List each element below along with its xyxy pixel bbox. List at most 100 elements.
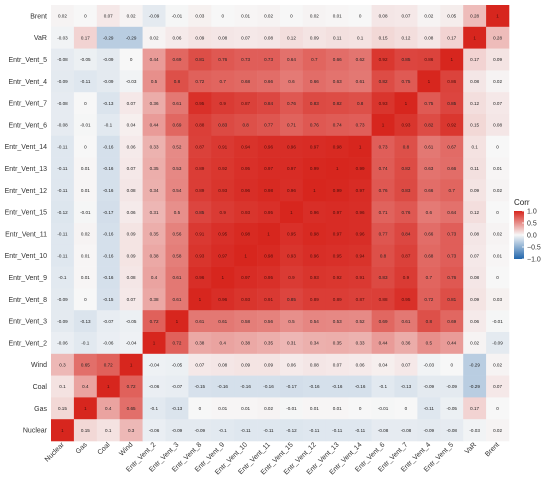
- cell-value-label: 0.01: [493, 166, 502, 171]
- heatmap-cell: [119, 48, 143, 71]
- cell-value-label: 0.01: [81, 275, 90, 280]
- cell-value-label: 0: [405, 406, 408, 411]
- heatmap-cell: [211, 5, 235, 28]
- cell-value-label: 0.34: [310, 341, 319, 346]
- heatmap-cell: [96, 135, 120, 158]
- legend-ticks: 1.0 0.5 0.0 −0.5 −1.0: [522, 208, 541, 263]
- cell-value-label: 0.09: [264, 362, 273, 367]
- heatmap-cell: [257, 157, 281, 180]
- heatmap-cell: [348, 375, 372, 398]
- cell-value-label: -0.12: [286, 428, 297, 433]
- heatmap-cell: [165, 353, 189, 376]
- heatmap-cell: [440, 5, 464, 28]
- cell-value-label: -0.09: [424, 428, 435, 433]
- heatmap-cell: [463, 310, 487, 333]
- heatmap-cell: [96, 419, 120, 442]
- heatmap-cell: [371, 375, 395, 398]
- cell-value-label: 1: [244, 253, 247, 258]
- heatmap-cell: [348, 201, 372, 224]
- heatmap-cell: [486, 70, 510, 93]
- cell-value-label: 0.93: [401, 123, 410, 128]
- heatmap-cell: [417, 5, 441, 28]
- heatmap-cell: [348, 92, 372, 115]
- cell-value-label: 0.08: [470, 79, 479, 84]
- heatmap-cell: [394, 114, 418, 137]
- legend-tick-label: 0.5: [527, 220, 537, 227]
- heatmap-cell: [211, 179, 235, 202]
- cell-value-label: 0.76: [379, 188, 388, 193]
- heatmap-cell: [257, 332, 281, 355]
- heatmap-cell: [165, 266, 189, 289]
- heatmap-cell: [119, 157, 143, 180]
- cell-value-label: 0.53: [333, 319, 342, 324]
- heatmap-cell: [348, 266, 372, 289]
- cell-value-label: 0.17: [447, 35, 456, 40]
- heatmap-cell: [188, 5, 212, 28]
- heatmap-cell: [325, 70, 349, 93]
- cell-value-label: 0.06: [127, 210, 136, 215]
- heatmap-cell: [257, 419, 281, 442]
- x-tick-label: Gas: [75, 441, 89, 455]
- heatmap-cell: [302, 223, 327, 246]
- cell-value-label: 0.89: [333, 297, 342, 302]
- cell-value-label: 0.15: [81, 428, 90, 433]
- cell-value-label: 0.99: [310, 166, 319, 171]
- heatmap-cell: [211, 266, 235, 289]
- cell-value-label: 0.6: [426, 210, 433, 215]
- heatmap-cell: [142, 157, 166, 180]
- cell-value-label: -0.11: [309, 428, 320, 433]
- cell-value-label: 0.66: [333, 57, 342, 62]
- heatmap-cell: [371, 179, 395, 202]
- heatmap-cell: [234, 266, 258, 289]
- cell-value-label: 1: [290, 210, 293, 215]
- cell-value-label: 0.93: [241, 210, 250, 215]
- heatmap-cell: [165, 179, 189, 202]
- cell-value-label: -0.03: [424, 362, 435, 367]
- heatmap-cell: [96, 353, 120, 376]
- heatmap-cell: [371, 157, 395, 180]
- cell-value-label: 0.11: [333, 35, 342, 40]
- heatmap-cell: [51, 310, 75, 333]
- cell-value-label: 0: [221, 14, 224, 19]
- cell-value-label: -0.01: [80, 210, 91, 215]
- cell-value-label: 1: [107, 384, 110, 389]
- heatmap-cell: [119, 92, 143, 115]
- heatmap-cell: [73, 244, 98, 267]
- heatmap-cell: [440, 419, 464, 442]
- heatmap-cell: [280, 135, 304, 158]
- heatmap-cell: [371, 26, 395, 49]
- heatmap-cell: [371, 5, 395, 28]
- heatmap-cell: [348, 397, 372, 420]
- heatmap-cell: [325, 353, 349, 376]
- y-tick-label: VaR: [34, 35, 47, 42]
- heatmap-cell: [348, 135, 372, 158]
- heatmap-cell: [73, 375, 98, 398]
- cell-value-label: 0.03: [195, 14, 204, 19]
- cell-value-label: 0.95: [241, 166, 250, 171]
- heatmap-cell: [486, 157, 510, 180]
- heatmap-cell: [325, 114, 349, 137]
- cell-value-label: -0.07: [103, 319, 114, 324]
- heatmap-cell: [257, 266, 281, 289]
- cell-value-label: 0.04: [127, 123, 136, 128]
- heatmap-cell: [463, 114, 487, 137]
- heatmap-cell: [417, 157, 441, 180]
- cell-value-label: 0.68: [241, 79, 250, 84]
- cell-value-label: 0.08: [264, 35, 273, 40]
- heatmap-cell: [463, 353, 487, 376]
- cell-value-label: 0.71: [379, 210, 388, 215]
- heatmap-cell: [257, 310, 281, 333]
- cell-value-label: -0.11: [57, 253, 68, 258]
- cell-value-label: 0.81: [195, 57, 204, 62]
- heatmap-cell: [96, 288, 120, 311]
- cell-value-label: 0.08: [127, 188, 136, 193]
- cell-value-label: 0.01: [241, 406, 250, 411]
- heatmap-cell: [280, 419, 304, 442]
- heatmap-cell: [188, 353, 212, 376]
- heatmap-cell: [394, 397, 418, 420]
- heatmap-cell: [234, 201, 258, 224]
- heatmap-cell: [73, 157, 98, 180]
- cell-value-label: 1: [313, 188, 316, 193]
- cell-value-label: -0.1: [81, 341, 89, 346]
- heatmap-cell: [394, 244, 418, 267]
